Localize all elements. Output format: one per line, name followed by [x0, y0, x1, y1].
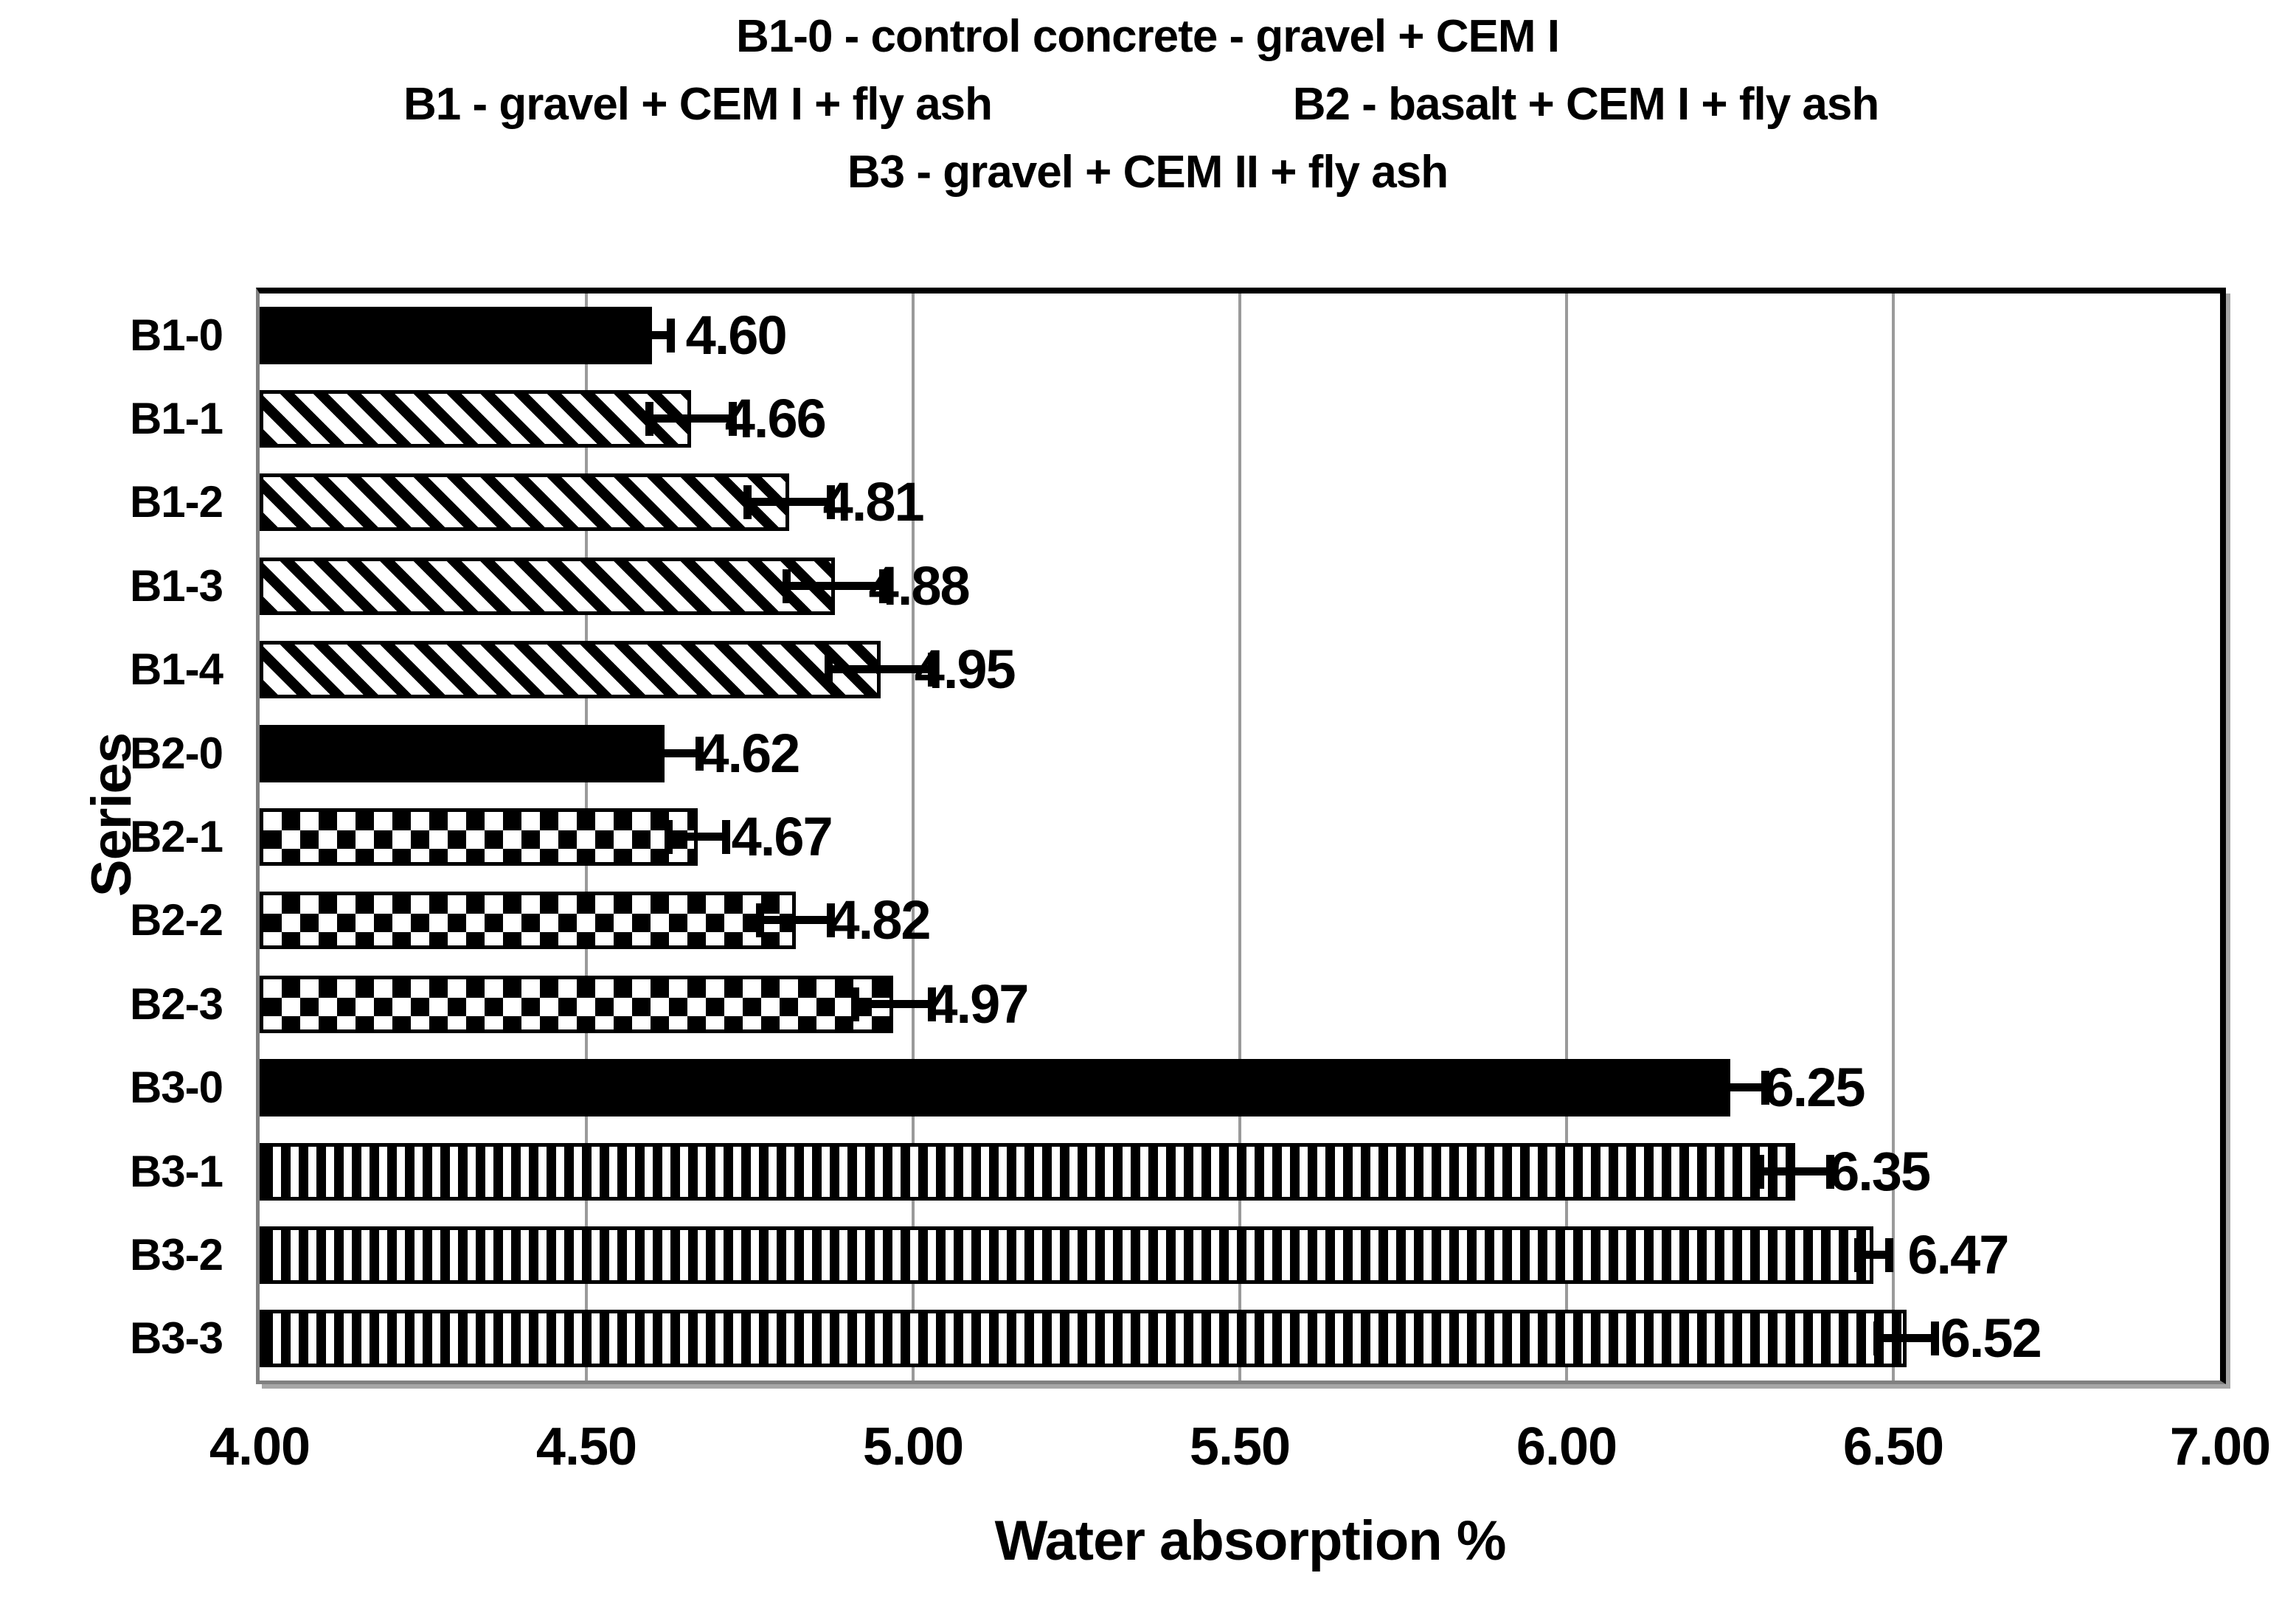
error-bar-B2-0	[625, 736, 704, 771]
gridline-6.50	[1892, 294, 1895, 1381]
category-label-B1-4: B1-4	[129, 645, 223, 695]
category-label-B1-0: B1-0	[129, 310, 223, 360]
category-label-B1-1: B1-1	[129, 394, 223, 444]
x-tick-label-7.00: 7.00	[2169, 1417, 2271, 1476]
error-bar-B3-0	[1690, 1071, 1769, 1105]
category-label-B2-3: B2-3	[129, 979, 223, 1029]
error-bar-line	[756, 916, 835, 925]
gridline-6.00	[1565, 294, 1568, 1381]
bar-B3-1	[260, 1142, 1796, 1201]
error-bar-line	[850, 999, 936, 1008]
error-bar-line	[1873, 1334, 1939, 1343]
bar-B2-3	[260, 975, 894, 1033]
legend-line-2-left: B1 - gravel + CEM I + fly ash	[403, 79, 993, 130]
category-label-B3-1: B3-1	[129, 1146, 223, 1196]
error-bar-B3-2	[1853, 1237, 1894, 1272]
category-label-B3-2: B3-2	[129, 1229, 223, 1279]
category-label-B3-3: B3-3	[129, 1313, 223, 1364]
error-bar-B1-4	[825, 653, 936, 687]
category-label-B2-2: B2-2	[129, 895, 223, 945]
value-label-B2-3: 4.97	[927, 973, 1029, 1035]
error-bar-line	[1755, 1167, 1835, 1175]
x-tick-label-5.50: 5.50	[1189, 1417, 1291, 1476]
gridline-5.00	[912, 294, 915, 1381]
bar-B1-0	[260, 306, 652, 364]
error-bar-B1-1	[645, 402, 737, 437]
legend-line-1: B1-0 - control concrete - gravel + CEM I	[736, 11, 1560, 62]
x-tick-label-6.00: 6.00	[1516, 1417, 1617, 1476]
bar-B1-3	[260, 557, 835, 615]
bar-B3-2	[260, 1226, 1874, 1284]
error-bar-B3-1	[1755, 1154, 1835, 1189]
error-bar-B3-3	[1873, 1322, 1939, 1356]
value-label-B1-0: 4.60	[685, 304, 788, 366]
error-bar-line	[625, 749, 704, 757]
value-label-B3-1: 6.35	[1829, 1140, 1931, 1202]
category-label-B2-0: B2-0	[129, 728, 223, 778]
x-tick-label-6.50: 6.50	[1842, 1417, 1944, 1476]
error-bar-line	[1853, 1250, 1893, 1259]
bar-B1-2	[260, 473, 789, 532]
error-bar-line	[645, 414, 737, 423]
bar-B3-3	[260, 1310, 1907, 1368]
value-label-B2-2: 4.82	[829, 889, 932, 951]
error-bar-line	[628, 330, 675, 339]
value-label-B1-4: 4.95	[914, 639, 1016, 701]
bar-B1-1	[260, 390, 691, 448]
error-bar-line	[665, 833, 730, 841]
gridline-5.50	[1238, 294, 1241, 1381]
x-tick-label-4.00: 4.00	[209, 1417, 311, 1476]
bar-B2-0	[260, 724, 665, 782]
value-label-B1-1: 4.66	[724, 388, 827, 450]
category-label-B2-1: B2-1	[129, 812, 223, 861]
error-bar-line	[743, 498, 835, 507]
bar-B2-2	[260, 892, 796, 950]
value-label-B3-3: 6.52	[1940, 1307, 2042, 1369]
error-bar-B2-3	[850, 987, 937, 1021]
category-label-B3-0: B3-0	[129, 1063, 223, 1113]
error-bar-B1-0	[628, 318, 675, 353]
value-label-B3-2: 6.47	[1907, 1223, 2009, 1285]
category-label-B1-3: B1-3	[129, 560, 223, 611]
value-label-B1-2: 4.81	[822, 471, 925, 533]
error-bar-line	[1690, 1083, 1769, 1092]
value-label-B2-1: 4.67	[731, 806, 833, 867]
x-axis-title: Water absorption %	[994, 1510, 1507, 1572]
bar-B2-1	[260, 808, 698, 866]
bar-B1-4	[260, 641, 881, 699]
value-label-B2-0: 4.62	[698, 722, 800, 784]
error-bar-line	[825, 665, 936, 674]
category-label-B1-2: B1-2	[129, 477, 223, 527]
value-label-B1-3: 4.88	[868, 555, 971, 617]
error-bar-B1-3	[782, 569, 887, 603]
plot-area: 4.60 4.66 4.81 4.88 4.95 4.62 4.67 4.82 4.97 6.25…	[256, 288, 2226, 1384]
legend-line-2-right: B2 - basalt + CEM I + fly ash	[1292, 79, 1879, 130]
error-bar-B2-1	[665, 820, 730, 854]
legend-line-3: B3 - gravel + CEM II + fly ash	[847, 147, 1449, 198]
error-bar-line	[782, 581, 887, 590]
x-tick-label-5.00: 5.00	[862, 1417, 964, 1476]
error-bar-B2-2	[756, 903, 835, 938]
error-bar-B1-2	[743, 485, 835, 520]
value-label-B3-0: 6.25	[1763, 1057, 1866, 1119]
bar-B3-0	[260, 1059, 1730, 1117]
x-tick-label-4.50: 4.50	[535, 1417, 637, 1476]
